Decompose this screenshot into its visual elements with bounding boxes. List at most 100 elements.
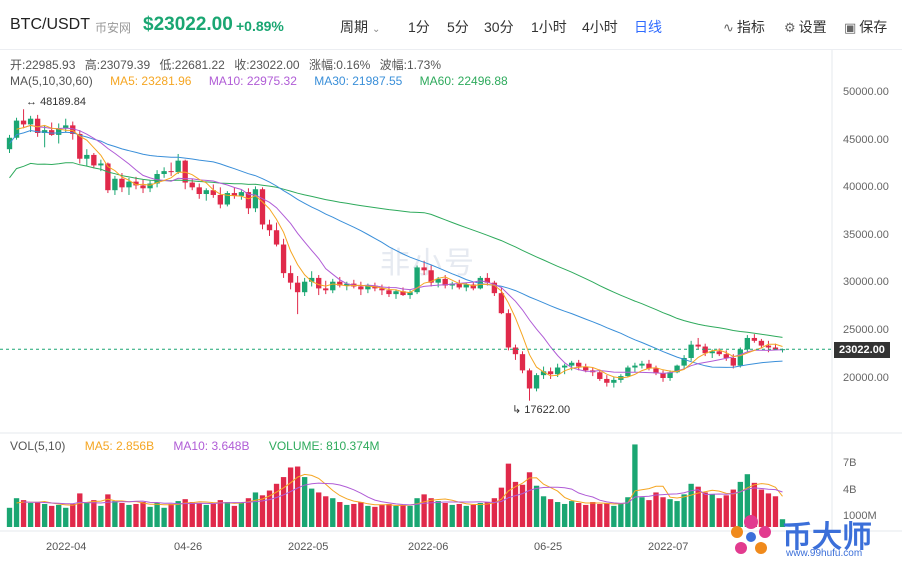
logo-url: www.99hufu.com [786,548,863,559]
save-button[interactable]: ▣ 保存 [844,17,887,37]
volume-bar [301,477,308,527]
volume-bar [744,474,751,527]
chart-line-icon: ∿ [723,20,734,35]
tab-30min[interactable]: 30分 [484,19,514,35]
volume-legend: VOL(5,10) MA5: 2.856B MA10: 3.648B VOLUM… [10,439,386,453]
volume-bar [772,496,779,527]
candle-body [196,187,202,195]
volume-bar [287,467,294,527]
ma5-line [16,124,783,379]
candle-body [442,278,448,286]
volume-bar [716,498,722,527]
candle-body [723,354,729,358]
candle-body [147,183,153,189]
y-tick-label: 35000.00 [843,229,889,241]
ma10-value: MA10: 22975.32 [208,74,297,88]
period-label: 周期 [340,19,368,35]
candle-body [27,118,34,125]
brand-logo: 币大师 www.99hufu.com [724,512,894,560]
period-dropdown[interactable]: 周期 ⌄ [340,17,380,37]
vol-tick-label: 4B [843,484,857,496]
volume-bar [428,498,434,527]
settings-label: 设置 [798,19,827,35]
candle-body [154,173,160,184]
candle-body [751,337,758,341]
volume-bar [421,494,427,527]
candle-body [709,351,715,354]
low-annotation: ↳ 17622.00 [512,404,571,416]
candle-body [98,163,104,166]
ma5-value: MA5: 23281.96 [110,74,192,88]
candle-body [386,290,392,295]
volume-bar [730,489,736,527]
camera-icon: ▣ [844,20,857,35]
volume-bar [554,502,561,527]
volume-bar [217,500,223,527]
current-price-tag: 23022.00 [834,342,890,358]
volume-bar [618,503,624,527]
volume-bar [351,503,357,527]
volume-bar [625,497,631,527]
volume-value: VOLUME: 810.374M [268,439,380,453]
volume-bar [344,504,350,527]
candle-body [330,281,336,291]
candle-body [189,182,195,188]
candle-body [470,284,476,289]
candle-body [266,224,273,231]
tab-4hour[interactable]: 4小时 [582,19,618,35]
candle-body [456,283,462,288]
y-tick-label: 25000.00 [843,324,889,336]
candle-body [309,277,315,282]
volume-bar [245,498,252,527]
candle-body [498,293,505,314]
candle-body [56,128,62,135]
volume-bar [20,500,27,527]
volume-bar [147,506,153,527]
volume-bar [477,503,483,527]
candle-body [316,277,322,289]
volume-bar [372,506,378,527]
high-annotation-value: 48189.84 [40,96,86,108]
y-tick-label: 20000.00 [843,372,889,384]
pair-title[interactable]: BTC/USDT [10,16,90,33]
volume-bar [231,505,238,527]
high-annotation: ↔ 48189.84 [26,96,86,108]
volume-bar [449,504,455,527]
volume-bar [203,504,209,527]
volume-bar [252,492,259,527]
high-value: 高:23079.39 [84,58,151,72]
candle-body [77,133,83,159]
candle-body [646,363,652,369]
volume-bar [414,498,420,527]
volume-bar [660,497,666,527]
candle-body [653,368,659,374]
candle-body [203,190,209,195]
candle-body [323,288,329,291]
volume-bar [70,503,76,527]
tab-1hour[interactable]: 1小时 [531,19,567,35]
candle-body [400,291,406,296]
settings-button[interactable]: ⚙ 设置 [784,17,827,37]
volume-bar [358,502,364,527]
candle-body [576,362,582,367]
tab-daily[interactable]: 日线 [634,19,662,35]
candle-body [252,189,259,209]
candle-body [428,270,434,283]
volume-bar [709,494,715,527]
volume-bar [140,502,146,527]
candle-body [519,354,526,371]
tab-5min[interactable]: 5分 [447,19,469,35]
volume-bar [547,499,554,527]
amplitude-value: 波幅:1.73% [379,58,442,72]
indicators-button[interactable]: ∿ 指标 [723,17,765,37]
volume-bar [561,503,568,527]
candle-body [533,375,540,389]
volume-bar [323,496,329,527]
volume-bar [611,505,617,527]
volume-bar [498,487,505,527]
y-tick-label: 50000.00 [843,86,889,98]
volume-bar [266,490,273,527]
vol-ma5-line [16,473,783,507]
tab-1min[interactable]: 1分 [408,19,430,35]
